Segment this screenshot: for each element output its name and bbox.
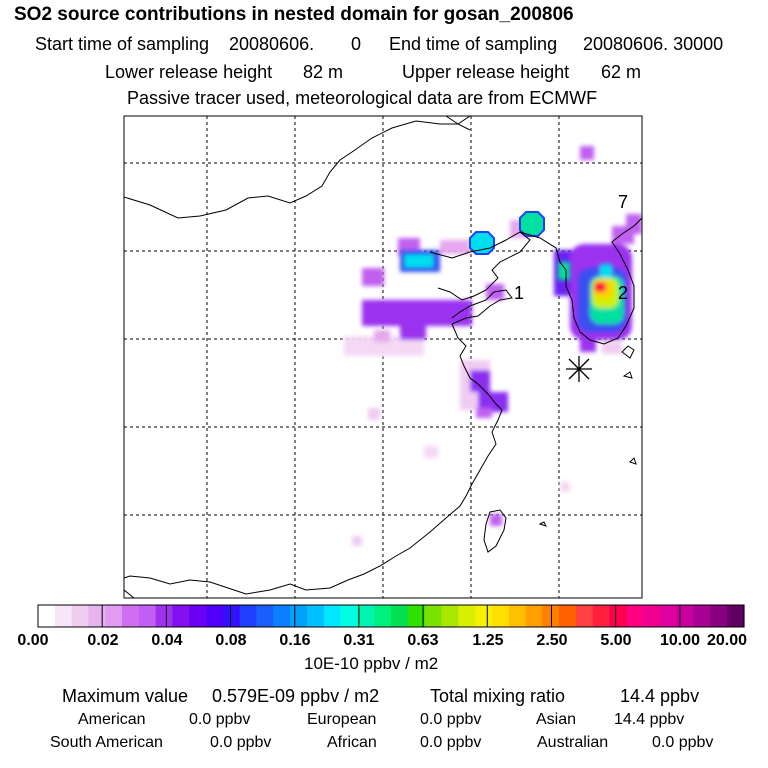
region-name: South American [50,734,163,751]
plume-patch [400,318,426,340]
receptor-asterisk-icon [566,356,592,382]
max-value-label: Maximum value [62,686,189,706]
upper-height-label: Upper release height [402,62,570,82]
plume-patch [374,330,390,342]
colorbar-label: 2.50 [536,632,568,649]
colorbar-unit: 10E-10 ppbv / m2 [304,654,439,673]
region-name: Asian [536,711,577,728]
source-marker [519,211,545,237]
plume-patch [478,392,508,412]
colorbar-label: 0.02 [87,632,119,649]
plume-patch [626,214,642,234]
region-value: 14.4 ppbv [614,711,685,728]
plume-core [404,254,434,268]
region-name: European [307,711,377,728]
map-label-1: 1 [514,283,524,303]
plume-patch [362,268,384,286]
map-label-7: 7 [618,192,628,212]
end-time-label: End time of sampling [389,34,558,54]
map-label-2: 2 [618,283,628,303]
start-time-value: 20080606. [229,34,315,54]
plume-patch [440,240,470,254]
source-marker [469,231,495,255]
region-name: American [78,711,146,728]
plume-haze [424,446,438,458]
colorbar-label: 0.63 [407,632,439,649]
plume-haze [560,482,570,492]
map-frame [123,115,643,599]
plume-haze [602,342,622,354]
plume-patch [580,146,594,160]
colorbar-label: 0.04 [151,632,183,649]
max-value: 0.579E-09 ppbv / m2 [212,686,380,706]
region-value: 0.0 ppbv [420,734,482,751]
plume-patch [476,408,492,418]
tracer-note: Passive tracer used, meteorological data… [127,88,598,108]
plume-core [594,282,606,292]
plume-haze [344,336,424,356]
plume-layer [344,146,642,546]
coastlines [124,116,642,598]
plume-patch [490,514,502,526]
colorbar-label: 10.00 [659,632,701,649]
plume-patch [470,370,490,392]
plume-haze [368,408,380,420]
plume-haze [352,536,362,546]
region-value: 0.0 ppbv [189,711,251,728]
start-time-hhmmss: 0 [351,34,362,54]
map-panel: 7 1 2 [123,115,643,599]
plume-core [558,262,570,280]
colorbar-label: 0.08 [215,632,247,649]
lower-height-value: 82 m [303,62,344,82]
end-time-value: 20080606. 30000 [583,34,724,54]
total-mixing-value: 14.4 ppbv [620,686,700,706]
region-name: Australian [537,734,609,751]
total-mixing-label: Total mixing ratio [430,686,566,706]
plume-core [600,264,612,278]
colorbar-label: 1.25 [472,632,504,649]
colorbar-label: 0.16 [279,632,311,649]
colorbar-label: 5.00 [600,632,632,649]
colorbar-label: 0.00 [17,632,49,649]
region-value: 0.0 ppbv [652,734,714,751]
upper-height-value: 62 m [601,62,642,82]
region-value: 0.0 ppbv [420,711,482,728]
region-name: African [327,734,377,751]
lower-height-label: Lower release height [105,62,273,82]
colorbar-label: 20.00 [706,632,748,649]
map-gridlines [124,116,642,598]
colorbar-label: 0.31 [343,632,375,649]
start-time-label: Start time of sampling [35,34,210,54]
page-title: SO2 source contributions in nested domai… [14,4,574,25]
region-value: 0.0 ppbv [210,734,272,751]
